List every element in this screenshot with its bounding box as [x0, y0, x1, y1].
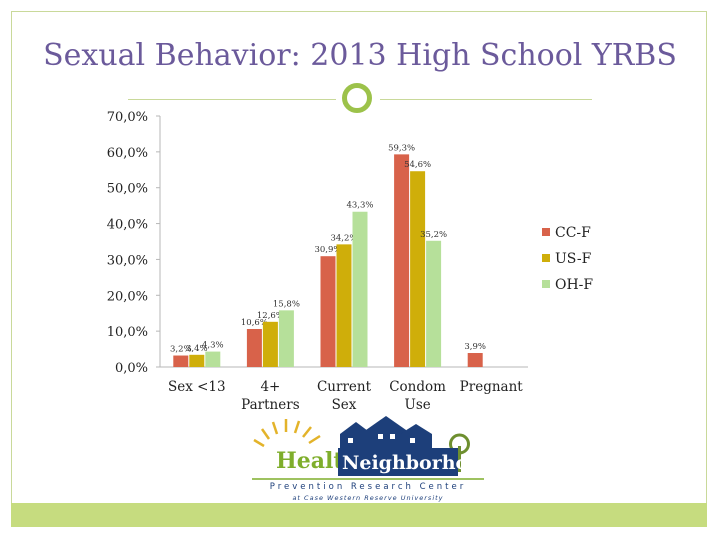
circle-ornament-icon — [342, 83, 372, 113]
bar-oh-f — [278, 310, 294, 367]
x-tick-label: Pregnant — [460, 379, 524, 395]
logo-word-neighborhoods: Neighborhoods — [342, 452, 488, 474]
data-label: 12,6% — [257, 311, 284, 321]
y-tick-label: 40,0% — [107, 218, 148, 233]
bar-us-f — [262, 321, 278, 367]
legend-label-us-f: US-F — [555, 251, 592, 267]
data-label: 59,3% — [388, 143, 415, 153]
sun-icon — [253, 419, 321, 448]
x-tick-label: Current — [317, 379, 372, 395]
y-tick-label: 0,0% — [115, 361, 148, 376]
title-rule-left — [128, 99, 336, 100]
x-tick-label: Partners — [241, 397, 300, 413]
data-label: 54,6% — [404, 160, 431, 170]
bar-oh-f — [352, 211, 368, 367]
data-label: 34,2% — [330, 233, 357, 243]
bar-us-f — [189, 354, 205, 367]
data-label: 43,3% — [346, 201, 373, 211]
y-tick-label: 50,0% — [107, 182, 148, 197]
data-label: 3,4% — [186, 344, 208, 354]
bar-oh-f — [426, 240, 442, 367]
bar-cc-f — [467, 353, 483, 367]
tree-icon — [449, 433, 470, 472]
y-tick-label: 60,0% — [107, 146, 148, 161]
legend-swatch-cc-f — [542, 228, 550, 236]
x-tick-label: Sex — [332, 397, 357, 413]
data-label: 10,6% — [241, 318, 268, 328]
x-tick-label: Use — [404, 397, 430, 413]
x-tick-label: 4+ — [260, 379, 280, 395]
bar-oh-f — [205, 351, 221, 367]
x-tick-label: Sex <13 — [168, 379, 226, 395]
legend-label-cc-f: CC-F — [555, 225, 591, 241]
bottom-band — [11, 503, 707, 527]
y-tick-label: 30,0% — [107, 253, 148, 268]
bar-us-f — [336, 244, 352, 367]
data-label: 4,3% — [202, 341, 224, 351]
bar-cc-f — [320, 256, 336, 367]
x-tick-label: Condom — [389, 379, 446, 395]
data-label: 3,2% — [170, 345, 192, 355]
legend-label-oh-f: OH-F — [555, 277, 593, 293]
data-label: 30,9% — [314, 245, 341, 255]
logo-line-cwru: at Case Western Reserve University — [292, 494, 443, 502]
bar-cc-f — [173, 355, 189, 367]
slide-title: Sexual Behavior: 2013 High School YRBS — [43, 38, 677, 73]
y-tick-label: 70,0% — [107, 110, 148, 125]
data-label: 15,8% — [273, 299, 300, 309]
legend-swatch-us-f — [542, 254, 550, 262]
data-label: 3,9% — [464, 342, 486, 352]
bar-cc-f — [394, 154, 410, 367]
data-label: 35,2% — [420, 230, 447, 240]
title-rule-right — [380, 99, 592, 100]
logo-line-prc: Prevention Research Center — [270, 482, 466, 492]
legend-swatch-oh-f — [542, 280, 550, 288]
bar-cc-f — [246, 328, 262, 367]
y-tick-label: 20,0% — [107, 289, 148, 304]
healthy-neighborhoods-logo: Healthy Neighborhoods Prevention Researc… — [252, 416, 488, 502]
bar-us-f — [410, 171, 426, 367]
y-tick-label: 10,0% — [107, 325, 148, 340]
